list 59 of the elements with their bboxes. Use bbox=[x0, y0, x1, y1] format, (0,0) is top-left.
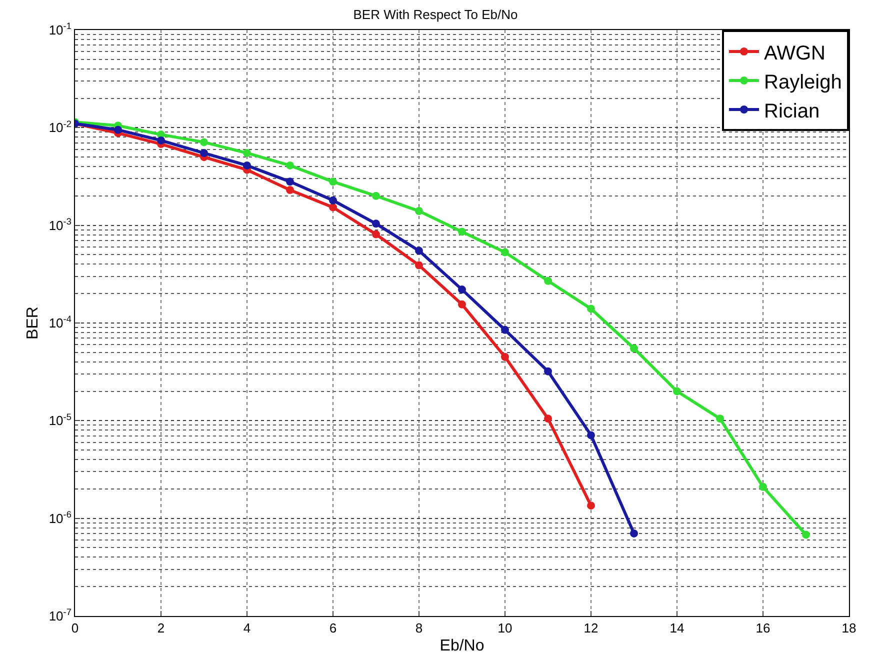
x-tick-label: 18 bbox=[842, 620, 856, 636]
point bbox=[372, 192, 380, 200]
point bbox=[372, 230, 380, 238]
x-tick-label: 12 bbox=[584, 620, 598, 636]
point bbox=[587, 304, 595, 313]
point bbox=[544, 414, 552, 423]
point bbox=[802, 530, 810, 539]
legend-label: AWGN bbox=[764, 42, 826, 64]
point bbox=[157, 136, 165, 144]
point bbox=[114, 126, 122, 134]
chart-title: BER With Respect To Eb/No bbox=[353, 7, 518, 22]
legend-label: Rayleigh bbox=[764, 71, 842, 94]
point bbox=[501, 352, 509, 361]
x-tick-label: 10 bbox=[498, 620, 512, 636]
point bbox=[501, 248, 509, 256]
legend-label: Rician bbox=[764, 100, 820, 122]
y-tick-label: 10$^{-2}$ bbox=[48, 118, 72, 136]
point bbox=[286, 161, 294, 170]
point bbox=[458, 286, 466, 294]
point bbox=[759, 482, 767, 491]
point bbox=[329, 178, 337, 186]
y-axis-title: BER bbox=[24, 306, 42, 340]
y-tick-label: 10$^{-6}$ bbox=[48, 509, 72, 526]
point bbox=[372, 220, 380, 228]
x-tick-label: 8 bbox=[415, 620, 423, 636]
point bbox=[501, 326, 509, 334]
point bbox=[415, 261, 423, 270]
y-tick-label: 10$^{-1}$ bbox=[48, 21, 72, 38]
point bbox=[458, 300, 466, 308]
x-tick-label: 14 bbox=[670, 620, 684, 636]
point bbox=[630, 344, 638, 352]
x-tick-label: 6 bbox=[329, 620, 337, 636]
point bbox=[286, 178, 294, 186]
point bbox=[243, 161, 251, 170]
x-tick-label: 16 bbox=[756, 620, 770, 636]
point bbox=[544, 367, 552, 376]
point bbox=[673, 387, 681, 396]
point bbox=[329, 203, 337, 212]
y-tick-label: 10$^{-7}$ bbox=[48, 607, 72, 624]
point bbox=[286, 186, 294, 194]
x-axis-title: Eb/No bbox=[440, 637, 484, 654]
y-tick-label: 10$^{-3}$ bbox=[48, 216, 72, 233]
point bbox=[200, 149, 208, 158]
point bbox=[415, 207, 423, 216]
y-tick-label: 10$^{-4}$ bbox=[48, 314, 72, 331]
point bbox=[458, 228, 466, 236]
point bbox=[716, 414, 724, 423]
y-tick-label: 10$^{-5}$ bbox=[48, 412, 72, 428]
point bbox=[630, 529, 638, 538]
point bbox=[587, 431, 595, 440]
point bbox=[415, 246, 423, 255]
point bbox=[587, 502, 595, 510]
point bbox=[243, 149, 251, 158]
point bbox=[200, 138, 208, 146]
x-tick-label: 4 bbox=[243, 620, 251, 636]
x-tick-label: 0 bbox=[71, 620, 79, 636]
point bbox=[544, 276, 552, 285]
point bbox=[329, 196, 337, 204]
x-tick-label: 2 bbox=[157, 620, 165, 636]
